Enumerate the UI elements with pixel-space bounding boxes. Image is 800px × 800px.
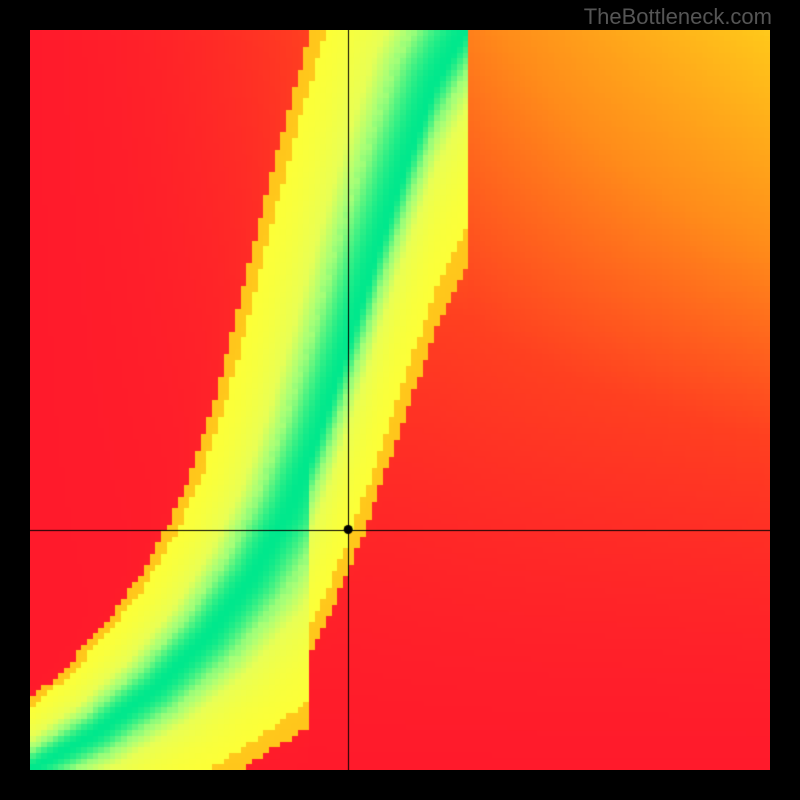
watermark-text: TheBottleneck.com (584, 4, 772, 30)
chart-root: TheBottleneck.com (0, 0, 800, 800)
bottleneck-heatmap (30, 30, 770, 770)
